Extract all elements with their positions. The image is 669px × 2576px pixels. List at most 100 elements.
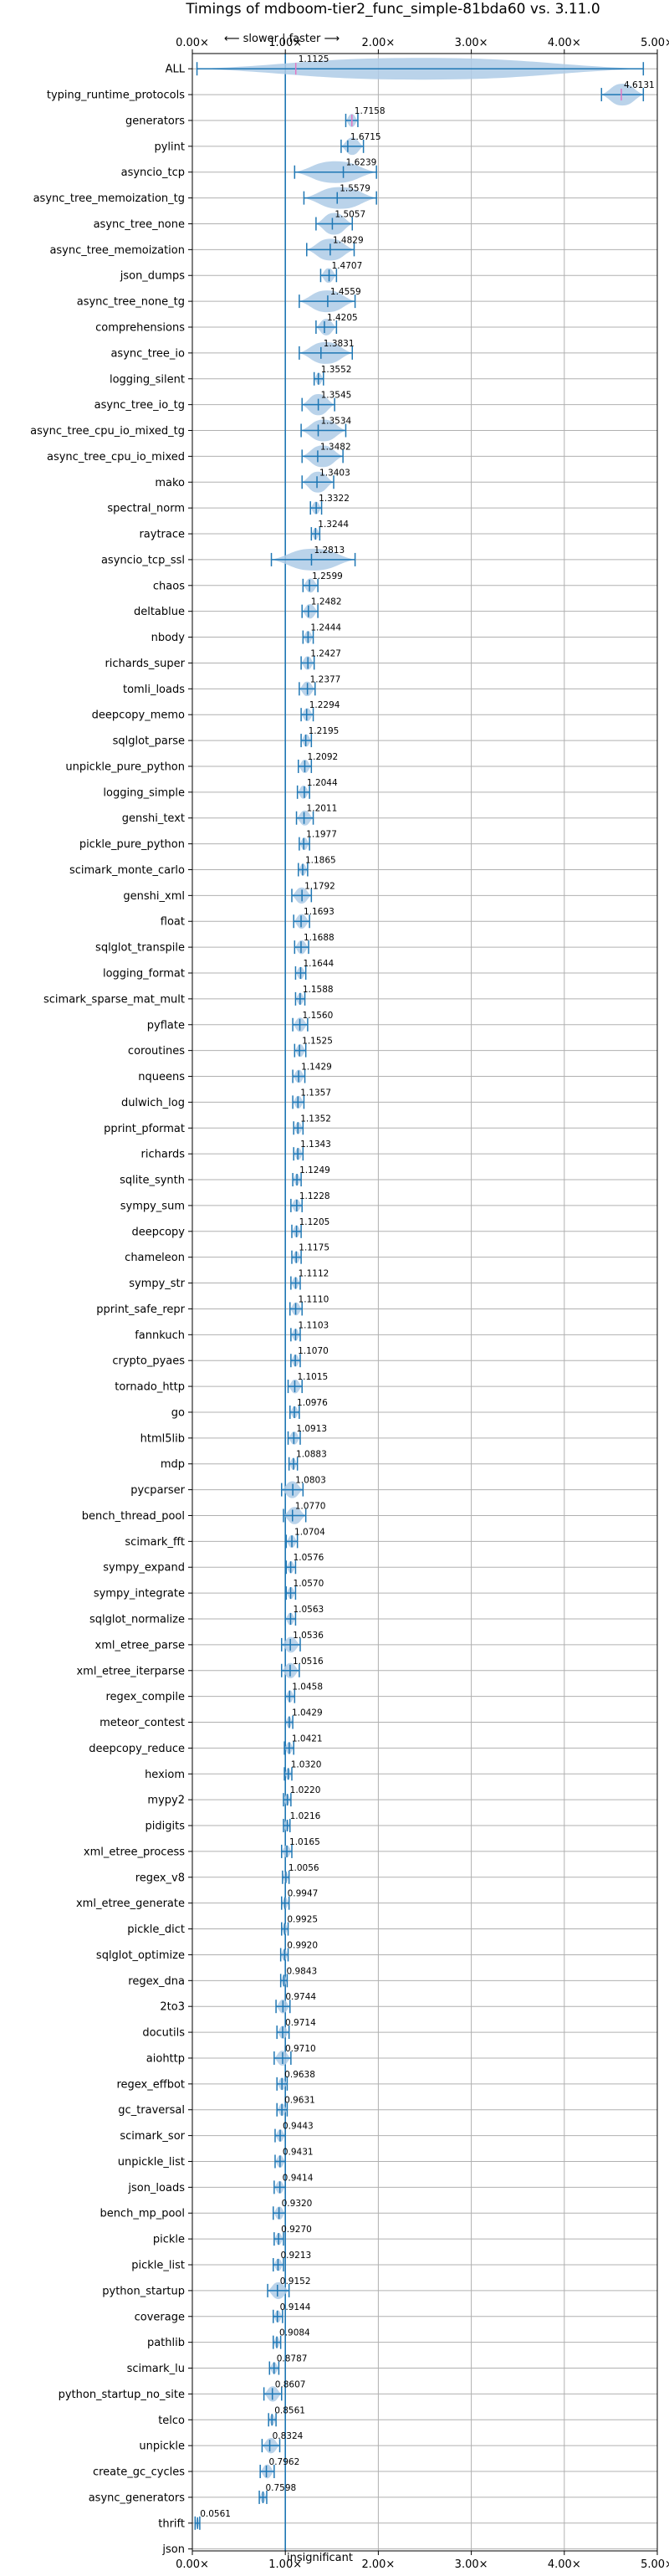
category-label: sympy_sum: [120, 1200, 185, 1212]
category-label: regex_compile: [105, 1691, 185, 1703]
value-label: 1.0429: [292, 1708, 323, 1718]
value-label: 1.1070: [298, 1346, 329, 1356]
value-label: 1.0704: [294, 1527, 325, 1537]
value-label: 0.9320: [282, 2199, 313, 2209]
category-label: sqlglot_optimize: [96, 1949, 185, 1962]
category-label: sympy_str: [129, 1278, 185, 1290]
value-label: 1.1112: [299, 1269, 329, 1279]
value-label: 0.9920: [287, 1940, 318, 1950]
value-label: 0.8787: [277, 2354, 308, 2364]
category-label: sqlglot_transpile: [95, 942, 185, 955]
xtick-label-top: 3.00×: [455, 37, 488, 49]
xtick-label-bottom: 5.00×: [641, 2558, 669, 2571]
value-label: 1.1175: [299, 1243, 329, 1253]
value-label: 1.2044: [307, 778, 338, 788]
value-label: 1.3534: [320, 417, 351, 427]
category-label: scimark_lu: [127, 2363, 185, 2375]
direction-label: ⟵ slower | faster ⟶: [224, 33, 340, 45]
category-label: spectral_norm: [107, 503, 185, 515]
value-label: 1.2377: [310, 674, 341, 684]
xtick-label-bottom: 2.00×: [361, 2558, 395, 2571]
category-label: ALL: [166, 64, 186, 76]
category-label: generators: [125, 115, 185, 127]
value-label: 1.3403: [319, 468, 350, 478]
category-label: sympy_integrate: [94, 1588, 185, 1600]
category-label: chaos: [153, 580, 185, 592]
category-label: unpickle: [139, 2440, 185, 2453]
value-label: 1.0570: [294, 1579, 324, 1589]
value-label: 1.5579: [340, 184, 370, 194]
category-label: meteor_contest: [100, 1717, 185, 1729]
category-label: json_loads: [127, 2182, 185, 2194]
value-label: 1.1644: [303, 959, 334, 969]
category-label: unpickle_pure_python: [65, 761, 185, 773]
value-label: 1.4707: [332, 261, 363, 271]
category-label: async_tree_io: [110, 347, 185, 360]
category-label: typing_runtime_protocols: [47, 90, 185, 102]
value-label: 1.2599: [312, 571, 343, 581]
category-label: logging_format: [103, 968, 185, 981]
value-label: 1.0576: [294, 1553, 324, 1563]
value-label: 1.0216: [290, 1811, 321, 1821]
xtick-label-top: 2.00×: [361, 37, 395, 49]
category-label: async_tree_io_tg: [94, 399, 185, 412]
category-label: deepcopy_memo: [92, 709, 185, 722]
value-label: 0.9270: [281, 2225, 312, 2235]
value-label: 1.0770: [295, 1501, 326, 1511]
value-label: 1.1429: [301, 1063, 332, 1073]
category-label: async_tree_cpu_io_mixed: [47, 451, 185, 463]
value-label: 0.0561: [200, 2509, 231, 2519]
category-label: richards_super: [105, 658, 185, 670]
xtick-label-top: 0.00×: [176, 37, 209, 49]
category-label: pickle_list: [131, 2260, 185, 2272]
value-label: 1.0913: [296, 1424, 327, 1434]
chart-title: Timings of mdboom-tier2_func_simple-81bd…: [185, 1, 600, 18]
category-label: chameleon: [125, 1252, 185, 1264]
value-label: 1.0165: [289, 1837, 320, 1847]
category-label: docutils: [142, 2027, 185, 2040]
value-label: 1.1865: [305, 855, 336, 865]
category-label: xml_etree_generate: [76, 1897, 185, 1910]
plot-frame: [192, 53, 658, 2552]
value-label: 1.1015: [297, 1372, 328, 1382]
category-label: asyncio_tcp: [121, 166, 185, 179]
value-label: 1.3482: [320, 442, 351, 452]
value-label: 1.7158: [355, 106, 386, 116]
value-label: 1.1977: [306, 830, 337, 840]
category-label: go: [171, 1406, 185, 1419]
category-label: dulwich_log: [121, 1097, 185, 1109]
value-label: 1.1357: [300, 1088, 331, 1098]
category-label: deltablue: [134, 606, 185, 618]
value-label: 1.1588: [303, 985, 334, 995]
xtick-label-top: 1.00×: [268, 37, 302, 49]
category-label: async_tree_none: [94, 218, 185, 231]
category-label: gc_traversal: [118, 2104, 185, 2117]
value-label: 0.7962: [269, 2457, 300, 2467]
category-label: pickle: [153, 2234, 185, 2246]
value-label: 0.9744: [285, 1992, 316, 2002]
category-label: regex_dna: [128, 1975, 185, 1988]
value-label: 1.1249: [299, 1165, 330, 1175]
insignificant-label: insignificant: [287, 2552, 353, 2564]
category-label: float: [161, 916, 185, 929]
value-label: 0.9714: [285, 2018, 316, 2028]
category-label: asyncio_tcp_ssl: [101, 554, 185, 566]
value-label: 0.9631: [284, 2096, 315, 2106]
value-label: 1.6239: [346, 158, 377, 168]
category-label: deepcopy_reduce: [89, 1743, 185, 1755]
category-label: sympy_expand: [103, 1562, 185, 1575]
value-label: 1.1110: [299, 1294, 329, 1304]
category-label: json: [161, 2543, 185, 2556]
category-label: genshi_xml: [123, 890, 185, 903]
value-label: 1.0220: [290, 1785, 321, 1795]
category-label: xml_etree_iterparse: [76, 1665, 185, 1677]
value-label: 1.0883: [296, 1450, 327, 1460]
xtick-label-bottom: 3.00×: [455, 2558, 488, 2571]
value-label: 1.6715: [350, 132, 381, 142]
value-label: 1.2427: [310, 648, 341, 658]
value-label: 1.2011: [307, 804, 338, 814]
category-label: thrift: [158, 2517, 185, 2530]
category-label: create_gc_cycles: [93, 2466, 185, 2479]
row-labels: ALL typing_runtime_protocols generators pyl…: [30, 64, 186, 2556]
value-label: 1.1693: [304, 907, 334, 917]
